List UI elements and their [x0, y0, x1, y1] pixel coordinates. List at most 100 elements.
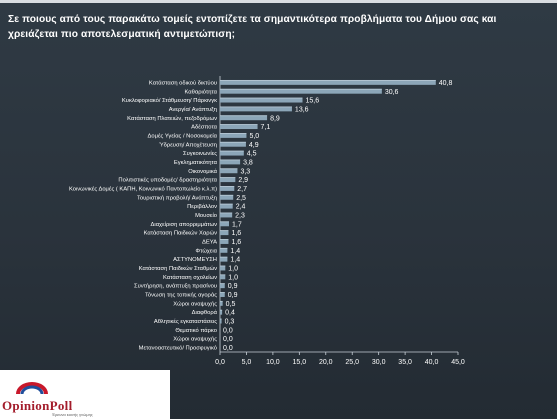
value-label: 7,1 — [261, 124, 271, 131]
value-label: 30,6 — [385, 89, 399, 96]
bar — [220, 150, 244, 156]
bar-highlight — [220, 194, 234, 196]
category-label: Εγκληματικότητα — [174, 159, 218, 166]
value-label: 0,9 — [228, 283, 238, 290]
value-label: 3,3 — [240, 168, 250, 175]
value-label: 1,4 — [230, 257, 240, 264]
value-label: 15,6 — [306, 98, 320, 105]
value-label: 8,9 — [270, 115, 280, 122]
bar — [220, 300, 223, 306]
category-label: Δομές Υγείας / Νοσοκομεία — [148, 132, 218, 139]
x-tick-label: 15,0 — [293, 359, 307, 366]
bar — [220, 247, 228, 253]
category-label: Πολιτιστικές υποδομές/ δραστηριότητα — [118, 177, 217, 184]
category-label: Κοινωνικές Δομές ( ΚΑΠΗ, Κοινωνικό Παντο… — [69, 185, 217, 192]
bar — [220, 309, 223, 315]
bar-highlight — [220, 203, 233, 205]
value-label: 0,3 — [225, 319, 235, 326]
category-label: Μετανοαστευτικό/ Προσφυγικό — [139, 345, 217, 352]
category-label: Θεματικό πάρκο — [175, 327, 217, 334]
bar-highlight — [220, 300, 223, 302]
bar-highlight — [220, 115, 268, 117]
category-label: Φτώχεια — [196, 248, 218, 254]
bar-highlight — [220, 141, 246, 143]
value-label: 2,4 — [236, 204, 246, 211]
bar — [220, 124, 258, 130]
bar — [220, 318, 222, 324]
category-label: Χώροι αναψυχής — [173, 336, 217, 343]
bar — [220, 221, 229, 227]
bar — [220, 133, 247, 138]
value-label: 2,5 — [236, 195, 246, 202]
bar-highlight — [220, 124, 258, 125]
bar-highlight — [220, 247, 228, 249]
bar-highlight — [220, 186, 235, 187]
category-label: Κατάσταση οδικού δικτύου — [149, 79, 217, 86]
x-tick-label: 10,0 — [266, 359, 280, 366]
chart-title: Σε ποιους από τους παρακάτω τομείς εντοπ… — [8, 14, 497, 40]
bar — [220, 239, 229, 244]
bar — [220, 274, 226, 280]
bar-highlight — [220, 150, 244, 152]
value-label: 40,8 — [439, 80, 453, 87]
logo-tagline: Έρευνα κοινής γνώμης — [52, 412, 93, 417]
bar — [220, 186, 235, 191]
category-label: Μουσείο — [195, 213, 217, 219]
value-label: 1,6 — [231, 230, 241, 237]
bar-highlight — [220, 309, 223, 311]
x-tick-label: 0,0 — [215, 359, 225, 366]
bar — [220, 283, 225, 289]
bar — [220, 88, 382, 94]
bar-highlight — [220, 97, 303, 99]
bar-highlight — [220, 265, 226, 267]
value-label: 4,9 — [249, 142, 259, 149]
value-label: 4,5 — [247, 151, 257, 158]
value-label: 2,7 — [237, 186, 247, 193]
category-label: Αδέσποτα — [191, 124, 218, 131]
value-label: 1,4 — [230, 248, 240, 255]
x-tick-label: 20,0 — [319, 359, 333, 366]
bar-highlight — [220, 133, 247, 134]
bar-highlight — [220, 79, 436, 81]
category-label: Κατάσταση Παιδικών Χαρών — [144, 230, 217, 237]
category-label: Συντήρηση, ανάπτυξη πρασίνου — [134, 283, 217, 290]
x-tick-label: 30,0 — [372, 359, 386, 366]
category-label: Διαχείριση απορριμμάτων — [151, 221, 218, 228]
category-label: Τόνωση της τοπικής αγοράς — [145, 292, 217, 299]
category-label: Αθλητικές εγκαταστάσεις — [154, 318, 217, 325]
bar-highlight — [220, 221, 229, 223]
bar-highlight — [220, 256, 228, 258]
bar — [220, 265, 226, 271]
bar-highlight — [220, 274, 226, 276]
bar — [220, 194, 234, 200]
bar — [220, 256, 228, 262]
bar-highlight — [220, 230, 229, 232]
category-label: Κατάσταση Πλατειών, πεζοδρόμων — [127, 115, 217, 122]
bar-highlight — [220, 318, 222, 320]
bar-highlight — [220, 292, 225, 293]
bar-highlight — [220, 168, 238, 170]
bar — [220, 177, 236, 183]
bar — [220, 212, 233, 218]
value-label: 1,7 — [232, 221, 242, 228]
bar-highlight — [220, 283, 225, 285]
logo-wordmark: OpinionPoll — [2, 398, 73, 413]
bar — [220, 97, 303, 103]
bar — [220, 203, 233, 209]
bar-highlight — [220, 212, 233, 214]
category-label: Τουριστική προβολή/ Ανάπτυξη — [137, 194, 217, 201]
bar-highlight — [220, 106, 292, 108]
value-label: 1,0 — [228, 274, 238, 281]
x-tick-label: 45,0 — [451, 359, 465, 366]
opinionpoll-logo-icon — [16, 382, 48, 395]
bar-highlight — [220, 239, 229, 240]
logo-area — [0, 370, 170, 419]
value-label: 2,9 — [238, 177, 248, 184]
value-label: 0,0 — [223, 336, 233, 343]
bar — [220, 159, 241, 165]
category-label: Καθαριότητα — [184, 88, 217, 95]
category-label: Κατάσταση Παιδικών Σταθμών — [139, 265, 217, 272]
category-label: Κατάσταση σχολείων — [163, 274, 217, 281]
